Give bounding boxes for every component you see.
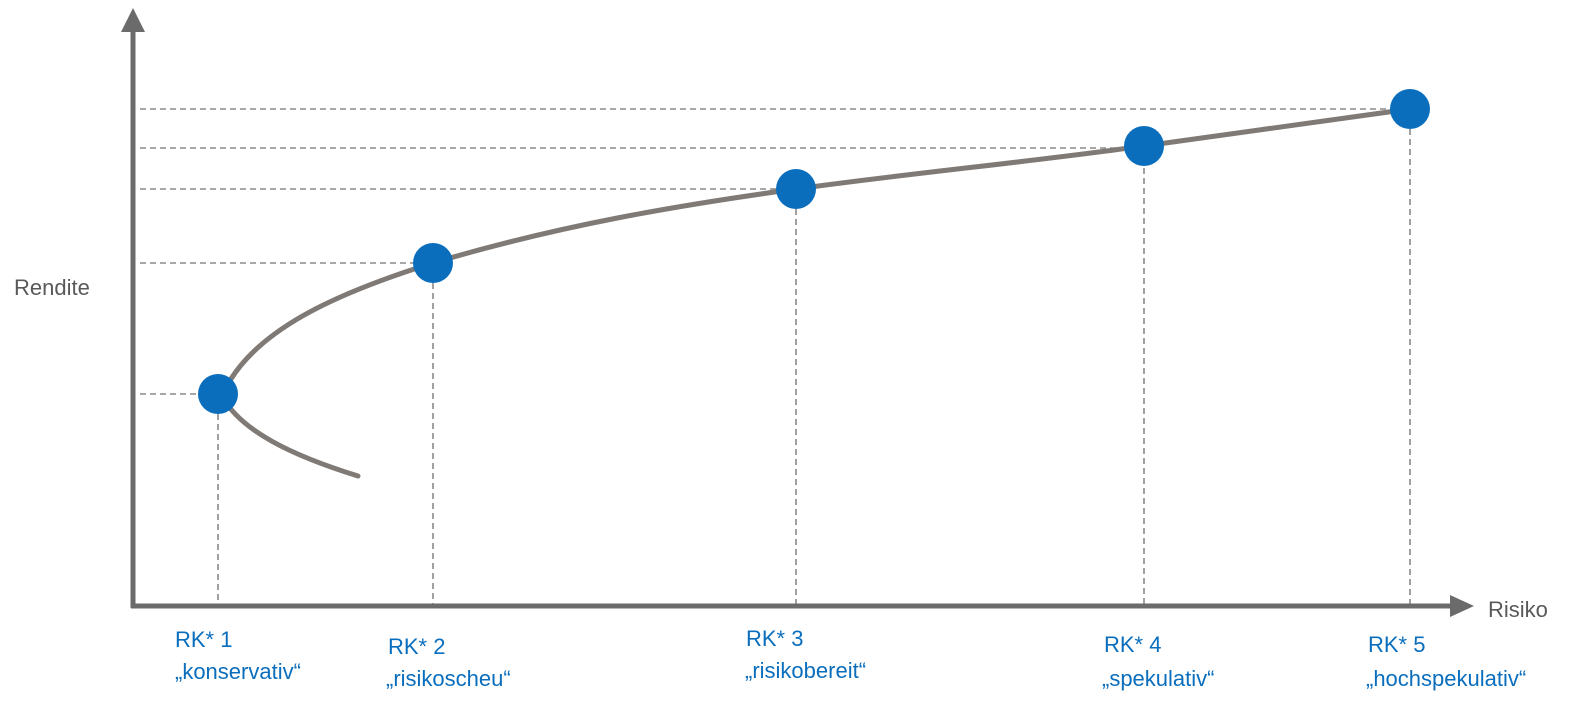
rk4-class-label: RK* 4 [1104,632,1161,657]
rk3-class-label: RK* 3 [746,626,803,651]
rk3-name-label: „risikobereit“ [745,658,866,683]
point-rk1 [198,374,238,414]
axes [121,8,1474,617]
y-axis-arrow-icon [121,8,145,32]
rk1-class-label: RK* 1 [175,627,232,652]
x-axis-arrow-icon [1450,595,1474,617]
rk1-name-label: „konservativ“ [175,659,301,684]
risk-class-labels: RK* 1 „konservativ“ RK* 2 „risikoscheu“ … [175,626,1526,691]
data-points [198,89,1430,414]
x-axis-label: Risiko [1488,597,1548,622]
point-rk2 [413,243,453,283]
rk5-name-label: „hochspekulativ“ [1366,666,1526,691]
guide-lines [140,108,1411,606]
rk2-name-label: „risikoscheu“ [386,666,511,691]
y-axis-label: Rendite [14,275,90,300]
point-rk5 [1390,89,1430,129]
rk5-class-label: RK* 5 [1368,632,1425,657]
rk2-class-label: RK* 2 [388,634,445,659]
efficient-frontier-curve [219,106,1413,479]
point-rk3 [776,169,816,209]
rk4-name-label: „spekulativ“ [1102,666,1214,691]
point-rk4 [1124,126,1164,166]
